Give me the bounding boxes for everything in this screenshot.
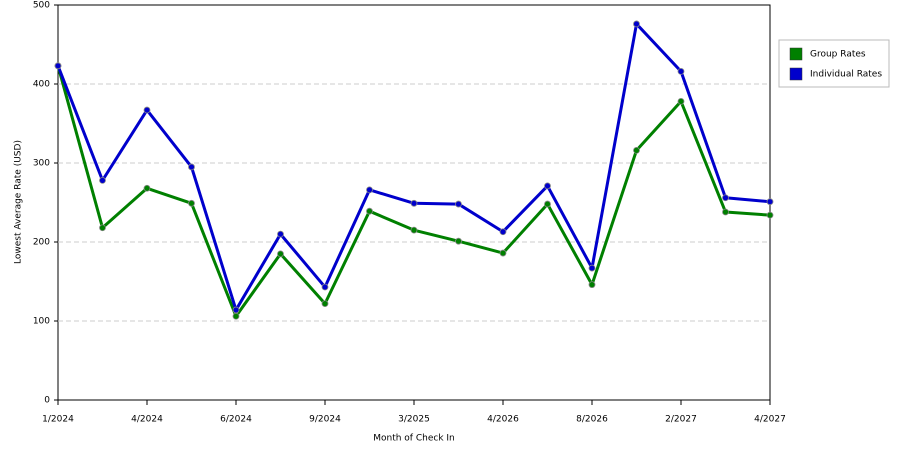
data-point xyxy=(321,283,329,291)
data-point xyxy=(232,306,240,314)
data-point xyxy=(188,163,195,171)
y-tick-label: 300 xyxy=(33,159,50,169)
x-tick-label: 6/2024 xyxy=(220,415,252,425)
data-point xyxy=(766,198,774,206)
y-tick-label: 400 xyxy=(33,80,50,90)
legend-label: Group Rates xyxy=(810,50,866,60)
legend-swatch xyxy=(789,47,803,61)
data-point xyxy=(143,106,151,114)
data-point xyxy=(722,194,729,202)
data-point xyxy=(410,199,418,207)
x-tick-label: 8/2026 xyxy=(576,415,608,425)
data-point xyxy=(321,300,329,308)
data-point xyxy=(277,230,284,238)
x-tick-label: 4/2024 xyxy=(131,415,163,425)
data-point xyxy=(277,250,284,258)
data-point xyxy=(766,211,774,219)
x-tick-label: 2/2027 xyxy=(665,415,697,425)
data-point xyxy=(455,237,462,245)
y-tick-label: 0 xyxy=(44,396,50,406)
data-point xyxy=(633,146,640,154)
y-axis-label: Lowest Average Rate (USD) xyxy=(14,140,24,264)
data-point xyxy=(366,186,373,194)
legend-label: Individual Rates xyxy=(810,70,882,80)
x-tick-label: 4/2026 xyxy=(487,415,519,425)
data-point xyxy=(499,228,507,236)
data-point xyxy=(99,224,106,232)
data-point xyxy=(232,312,240,320)
data-point xyxy=(366,207,373,215)
x-tick-label: 4/2027 xyxy=(754,415,786,425)
data-point xyxy=(677,97,685,105)
data-point xyxy=(677,67,685,75)
data-point xyxy=(143,184,151,192)
y-tick-label: 500 xyxy=(33,1,50,11)
legend-swatch xyxy=(789,67,803,81)
x-axis-label: Month of Check In xyxy=(373,434,455,444)
data-point xyxy=(499,249,507,257)
data-point xyxy=(455,200,462,208)
data-point xyxy=(588,264,596,272)
data-point xyxy=(633,20,640,28)
data-point xyxy=(188,199,195,207)
data-point xyxy=(544,182,551,190)
data-point xyxy=(54,62,62,70)
x-tick-label: 3/2025 xyxy=(398,415,430,425)
data-point xyxy=(99,176,106,184)
y-tick-label: 200 xyxy=(33,238,50,248)
data-point xyxy=(410,226,418,234)
x-tick-label: 9/2024 xyxy=(309,415,341,425)
data-point xyxy=(722,208,729,216)
data-point xyxy=(588,281,596,289)
data-point xyxy=(544,200,551,208)
y-tick-label: 100 xyxy=(33,317,50,327)
x-tick-label: 1/2024 xyxy=(42,415,74,425)
